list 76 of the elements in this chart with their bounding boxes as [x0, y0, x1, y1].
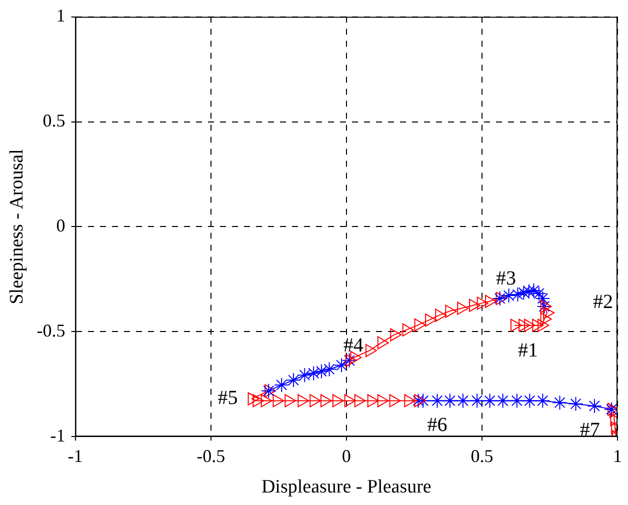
point — [345, 354, 357, 367]
point — [522, 393, 538, 408]
x-tick-label: 1 — [613, 446, 622, 466]
point — [442, 393, 458, 408]
point — [535, 393, 550, 408]
x-tick-label: 0 — [342, 446, 351, 466]
y-tick-label: -0.5 — [36, 320, 66, 340]
point — [320, 394, 332, 408]
y-tick-label: 0.5 — [42, 110, 66, 130]
point — [435, 308, 447, 322]
annotation: #7 — [580, 418, 600, 441]
y-tick-label: -1 — [50, 425, 66, 446]
point — [390, 328, 402, 342]
point — [332, 394, 344, 408]
point — [586, 398, 602, 414]
point — [532, 318, 544, 332]
y-tick-label: 1 — [56, 6, 66, 26]
point — [248, 392, 260, 406]
point — [264, 384, 276, 398]
point — [552, 395, 568, 410]
annotation: #3 — [496, 268, 516, 290]
point — [470, 393, 485, 408]
point — [445, 304, 457, 318]
point — [476, 296, 488, 310]
point — [495, 393, 510, 408]
y-tick-label: 0 — [56, 215, 66, 236]
point — [540, 300, 552, 314]
point — [310, 394, 322, 408]
x-axis-title: Displeasure - Pleasure — [261, 476, 432, 498]
point — [492, 290, 508, 306]
point — [284, 394, 296, 408]
point — [404, 394, 416, 408]
point — [540, 312, 552, 326]
point — [430, 393, 445, 408]
point — [521, 284, 536, 300]
point — [365, 344, 377, 358]
point — [425, 314, 437, 327]
point — [536, 298, 552, 314]
point — [367, 394, 379, 408]
point — [350, 350, 362, 364]
point — [298, 394, 310, 408]
point — [526, 283, 542, 298]
point — [272, 394, 284, 408]
point — [354, 394, 366, 408]
point — [524, 318, 536, 332]
point — [260, 394, 272, 408]
point — [402, 323, 414, 337]
point — [469, 298, 480, 312]
annotation: #2 — [593, 291, 614, 314]
point — [568, 396, 584, 412]
point — [414, 394, 426, 408]
point — [252, 394, 264, 408]
annotation: #6 — [427, 414, 448, 436]
point — [414, 318, 426, 332]
point — [518, 318, 530, 332]
point — [501, 288, 516, 304]
point — [334, 358, 350, 373]
x-tick-label: -0.5 — [196, 446, 226, 466]
point — [377, 336, 389, 350]
point — [484, 294, 496, 308]
annotation: #5 — [218, 387, 238, 410]
point — [457, 302, 469, 315]
annotation: #1 — [518, 340, 538, 362]
point — [377, 394, 389, 408]
point — [510, 318, 522, 332]
point — [482, 393, 498, 408]
point — [455, 393, 470, 408]
x-tick-label: 0.5 — [470, 446, 494, 466]
point — [389, 394, 401, 408]
point — [538, 318, 550, 332]
point — [344, 394, 356, 408]
y-axis-title: Sleepiness - Arousal — [6, 149, 28, 304]
point — [496, 292, 508, 306]
point — [516, 285, 532, 300]
point — [510, 287, 526, 302]
point — [509, 393, 524, 408]
